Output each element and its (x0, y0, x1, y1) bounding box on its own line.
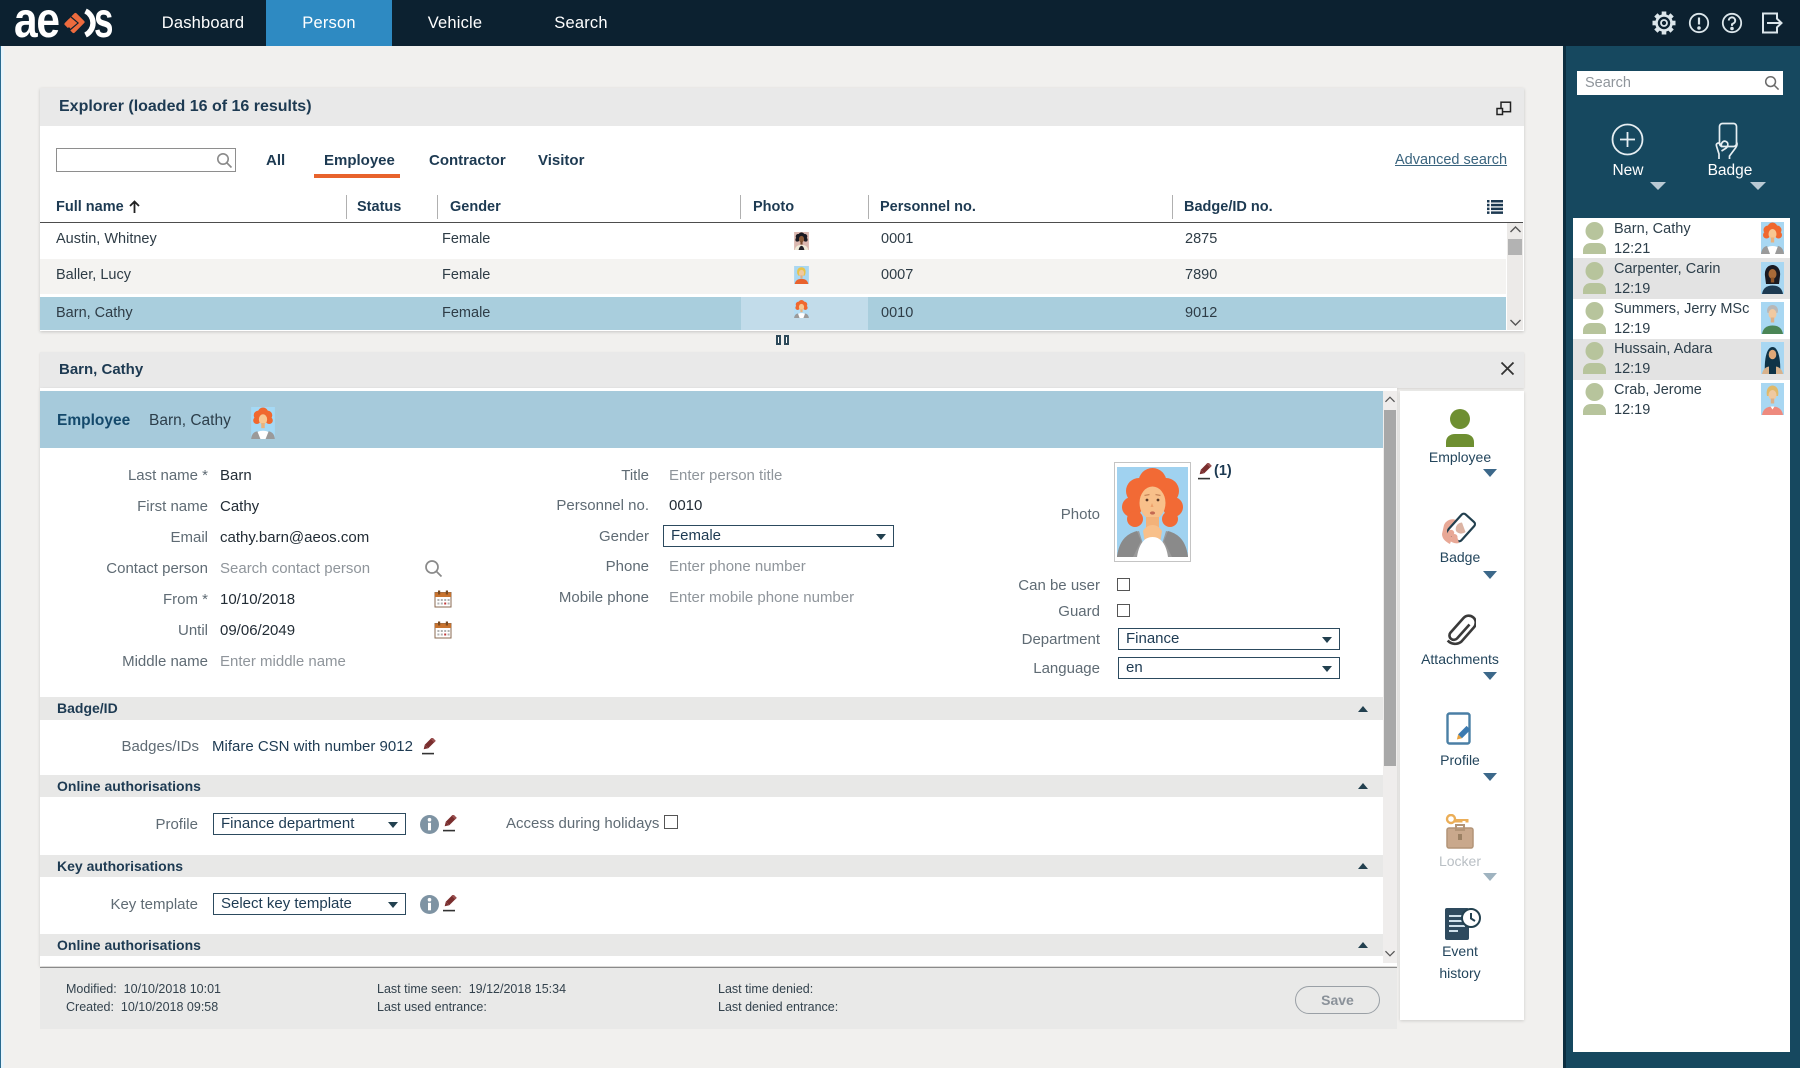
svg-text:ae: ae (14, 0, 59, 46)
svg-text:s: s (94, 0, 113, 46)
